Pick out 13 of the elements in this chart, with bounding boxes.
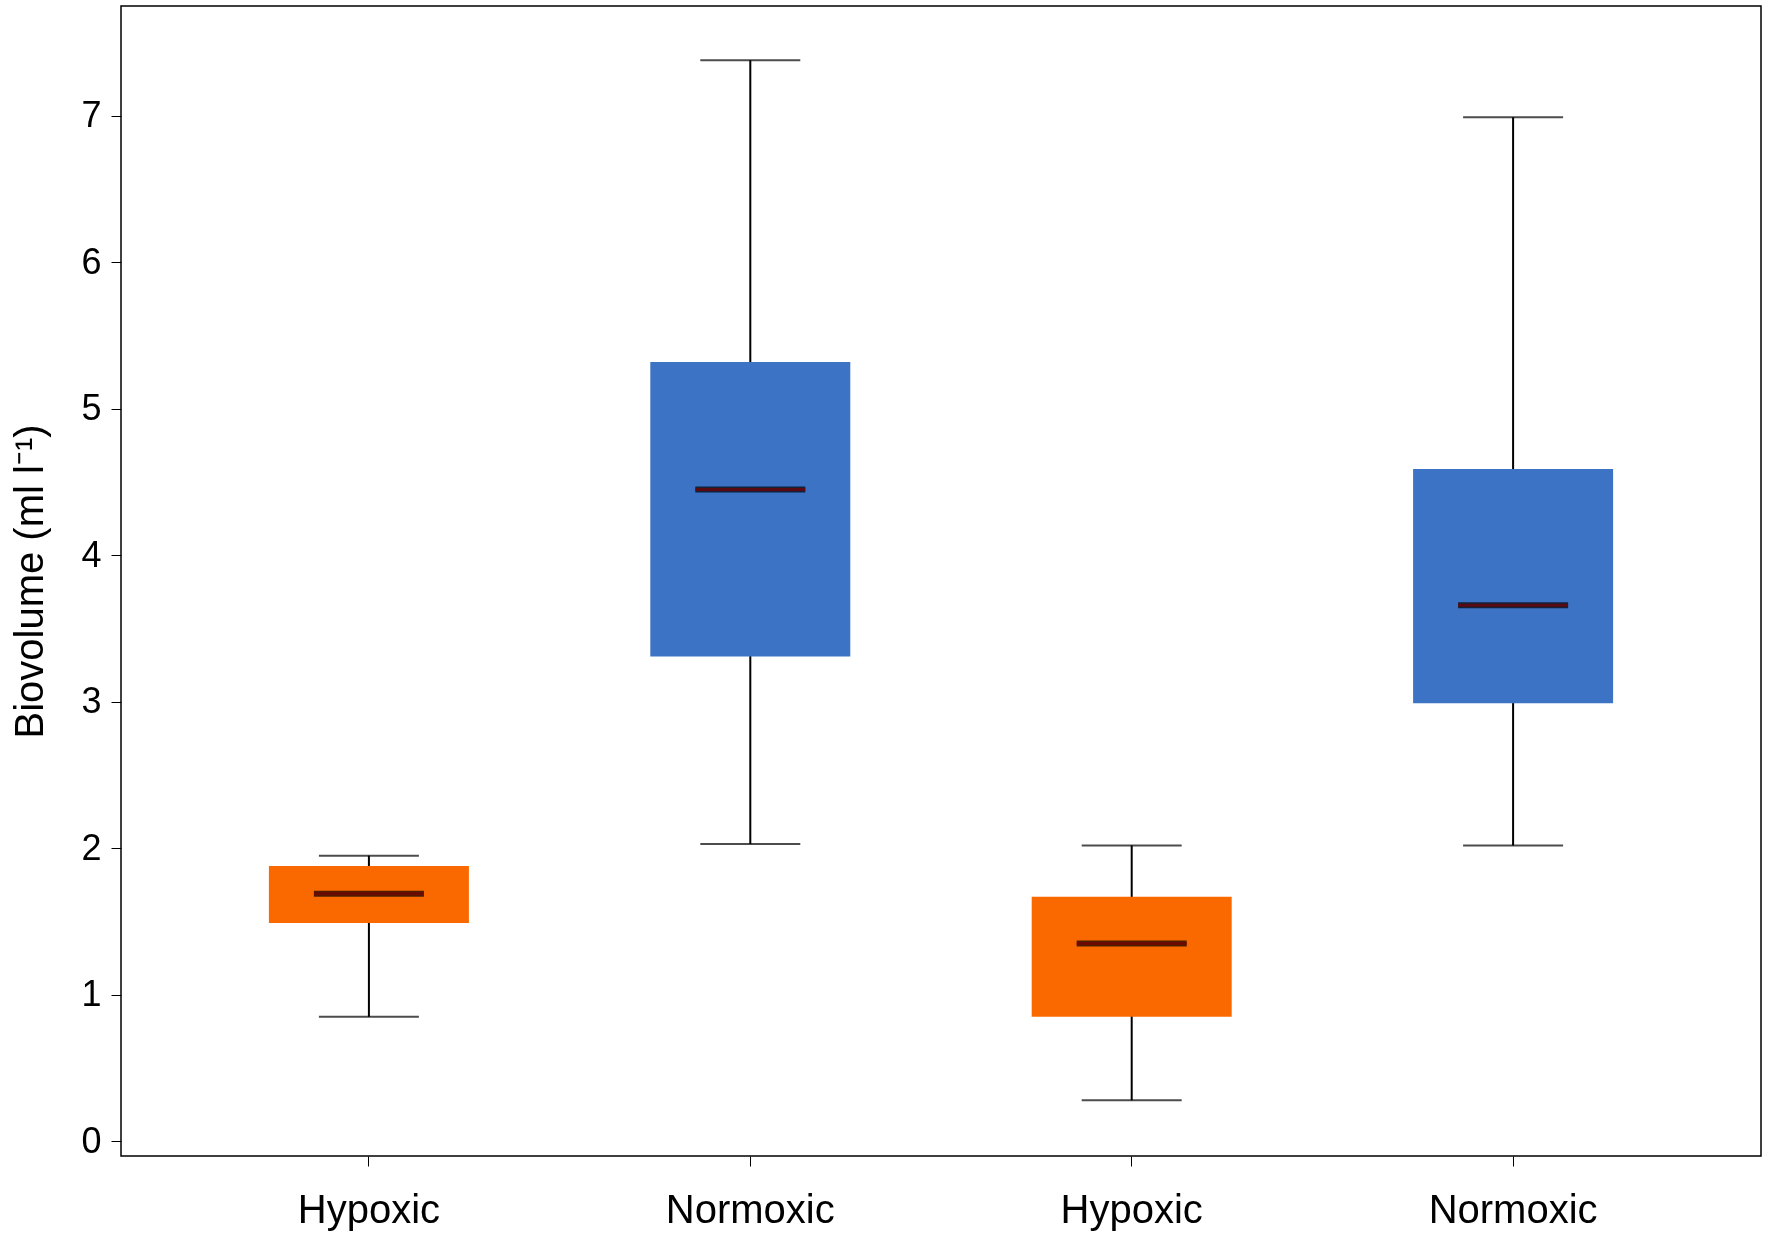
x-tick-label: Hypoxic xyxy=(297,1186,441,1231)
y-tick-label: 6 xyxy=(81,240,102,282)
x-tick-label: Normoxic xyxy=(1428,1186,1598,1231)
x-tick-label: Hypoxic xyxy=(1060,1186,1203,1231)
y-axis-title: Biovolume (ml l⁻¹) xyxy=(7,424,52,739)
y-tick-label: 3 xyxy=(81,680,102,722)
y-tick-label: 7 xyxy=(81,94,102,136)
y-tick-label: 1 xyxy=(81,973,102,1015)
y-tick-label: 0 xyxy=(81,1119,102,1161)
y-tick-label: 5 xyxy=(81,387,102,429)
x-tick-label: Normoxic xyxy=(665,1186,835,1231)
y-tick-label: 2 xyxy=(81,826,102,868)
y-tick-label: 4 xyxy=(81,533,102,575)
